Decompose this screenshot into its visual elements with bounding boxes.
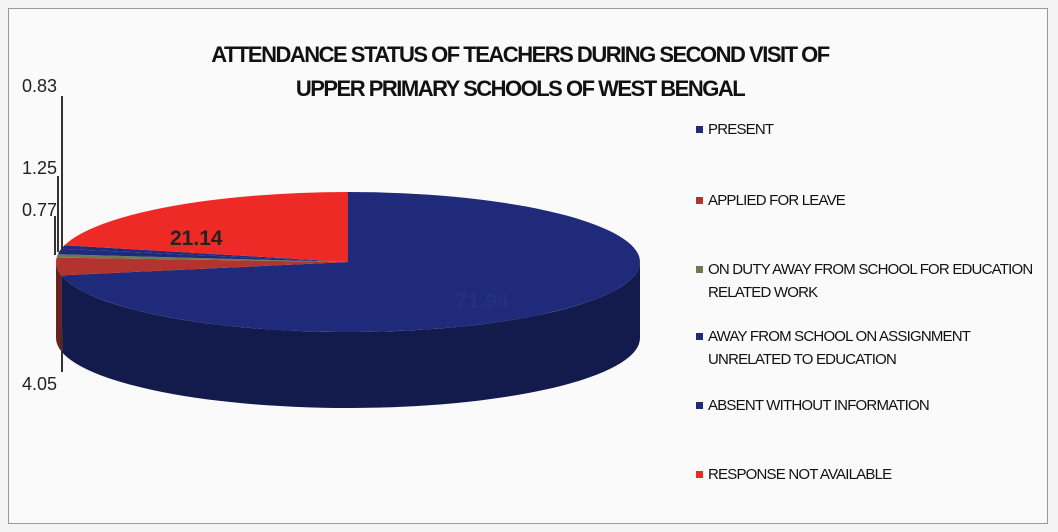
legend-swatch-response-not-available: [696, 471, 703, 478]
legend-item-away-unrelated: AWAY FROM SCHOOL ON ASSIGNMENT UNRELATED…: [696, 325, 1038, 371]
data-label-present: 71.94: [456, 290, 509, 313]
pie-side-present: [61, 262, 641, 408]
legend-label-applied-for-leave: APPLIED FOR LEAVE: [708, 192, 846, 209]
data-label-response-not-available: 21.14: [170, 227, 223, 250]
data-label-away-unrelated: 1.25: [22, 158, 58, 178]
legend-swatch-away-unrelated: [696, 333, 703, 340]
chart-title: ATTENDANCE STATUS OF TEACHERS DURING SEC…: [140, 38, 900, 106]
legend-item-on-duty: ON DUTY AWAY FROM SCHOOL FOR EDUCATION R…: [696, 258, 1038, 304]
legend-item-present: PRESENT: [696, 118, 1038, 141]
data-label-on-duty: 0.77: [22, 200, 58, 220]
pie-slice-away-unrelated: [57, 248, 348, 262]
pie-slice-absent: [61, 245, 348, 262]
legend-swatch-applied-for-leave: [696, 197, 703, 204]
legend-label-response-not-available: RESPONSE NOT AVAILABLE: [708, 466, 892, 483]
pie-slice-present: [61, 192, 640, 332]
pie-slice-response-not-available: [64, 192, 348, 262]
legend-swatch-absent: [696, 402, 703, 409]
data-label-applied-for-leave: 4.05: [22, 374, 58, 394]
legend-item-absent: ABSENT WITHOUT INFORMATION: [696, 394, 1038, 417]
data-label-absent: 0.83: [22, 76, 58, 96]
chart-title-line-1: ATTENDANCE STATUS OF TEACHERS DURING SEC…: [211, 42, 830, 67]
legend-label-away-unrelated: AWAY FROM SCHOOL ON ASSIGNMENT UNRELATED…: [708, 328, 971, 368]
chart-title-line-2: UPPER PRIMARY SCHOOLS OF WEST BENGAL: [295, 76, 746, 101]
legend-item-applied-for-leave: APPLIED FOR LEAVE: [696, 189, 1038, 212]
pie-side-applied-for-leave: [56, 262, 62, 352]
legend-label-absent: ABSENT WITHOUT INFORMATION: [708, 397, 930, 414]
pie-slice-on-duty: [56, 254, 348, 262]
legend-swatch-present: [696, 126, 703, 133]
legend-swatch-on-duty: [696, 266, 703, 273]
pie-slice-applied-for-leave: [55, 257, 348, 276]
legend-label-present: PRESENT: [708, 121, 774, 138]
legend-label-on-duty: ON DUTY AWAY FROM SCHOOL FOR EDUCATION R…: [708, 261, 1033, 301]
legend-item-response-not-available: RESPONSE NOT AVAILABLE: [696, 463, 1038, 486]
